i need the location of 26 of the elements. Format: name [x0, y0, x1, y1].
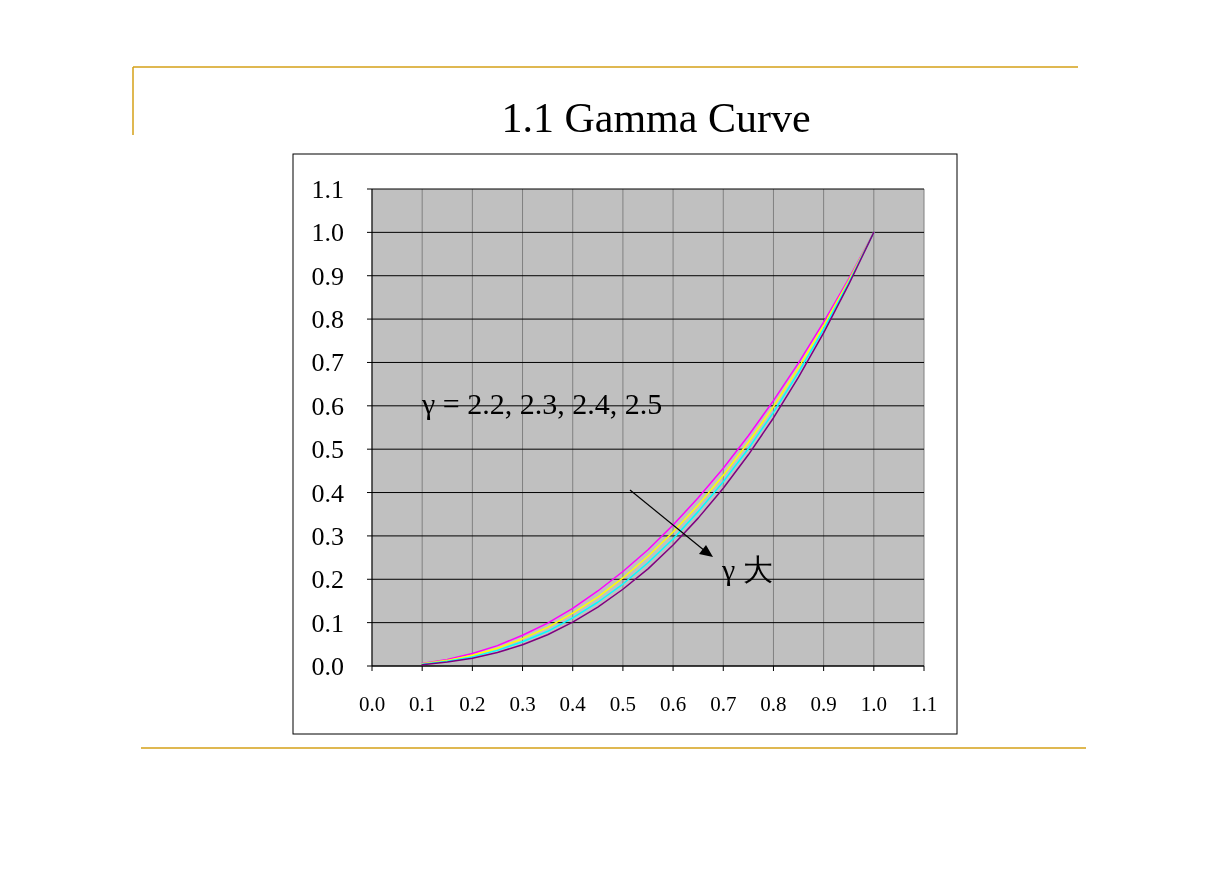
y-tick-label: 0.6: [311, 391, 344, 421]
y-tick-label: 0.9: [311, 261, 344, 291]
y-tick-label: 0.3: [311, 521, 344, 551]
x-tick-label: 1.1: [910, 692, 938, 716]
chart-title: 1.1 Gamma Curve: [501, 95, 811, 141]
x-tick-label: 0.3: [509, 692, 536, 716]
y-tick-label: 0.4: [311, 478, 344, 508]
y-tick-label: 1.0: [311, 218, 344, 248]
y-tick-label: 0.7: [311, 348, 344, 378]
x-tick-label: 0.5: [609, 692, 637, 716]
x-tick-label: 0.6: [659, 692, 687, 716]
x-tick-label: 1.0: [860, 692, 887, 716]
annotation: γ 大: [721, 553, 773, 586]
x-tick-label: 0.7: [710, 692, 737, 716]
y-tick-label: 0.0: [311, 652, 344, 681]
y-tick-label: 0.1: [311, 608, 344, 638]
x-tick-label: 0.8: [760, 692, 787, 716]
x-tick-label: 0.9: [810, 692, 837, 716]
x-tick-label: 0.0: [358, 692, 386, 716]
y-tick-label: 0.5: [311, 435, 344, 465]
y-tick-label: 0.8: [311, 305, 344, 335]
x-tick-label: 0.1: [409, 692, 436, 716]
x-tick-label: 0.4: [559, 692, 587, 716]
y-tick-label: 1.1: [311, 175, 344, 204]
y-tick-label: 0.2: [311, 565, 344, 595]
x-tick-label: 0.2: [459, 692, 486, 716]
